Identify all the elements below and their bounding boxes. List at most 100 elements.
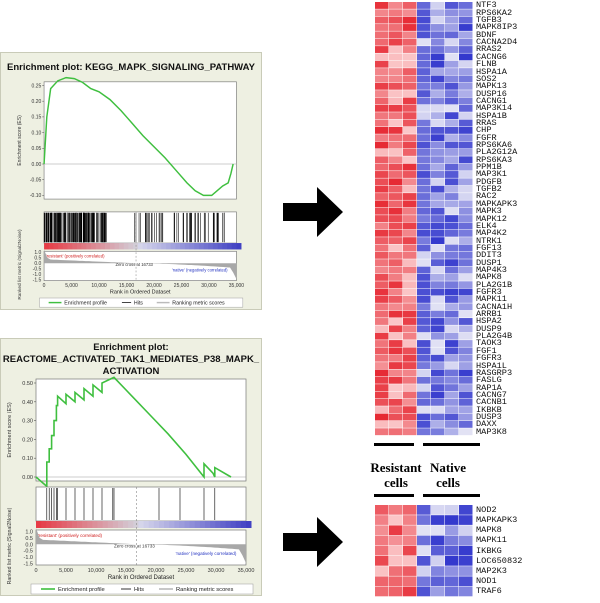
heatmap-cell (389, 420, 403, 428)
heatmap-cell (445, 281, 459, 289)
heatmap-cell (389, 413, 403, 421)
ranking-color-band-segment (184, 243, 190, 250)
heatmap-cell (459, 251, 473, 259)
gene-label: MAPK8 (476, 525, 502, 536)
gene-label: MAPK3 (476, 206, 502, 217)
gene-label: TAOK3 (476, 338, 502, 349)
ranking-color-band-segment (72, 243, 78, 250)
heatmap-cell (431, 586, 445, 597)
heatmap-cell (445, 90, 459, 98)
gene-label: HSPA1A (476, 66, 507, 77)
heatmap-cell (459, 46, 473, 53)
heatmap-cell (459, 332, 473, 340)
ranking-color-band-segment (158, 521, 165, 528)
heatmap-cell (417, 24, 431, 31)
heatmap-cell (431, 244, 445, 252)
gene-label: CACNA2D4 (476, 37, 518, 48)
heatmap-cell (431, 53, 445, 61)
heatmap-cell (417, 566, 431, 576)
heatmap-cell (431, 126, 445, 134)
ranking-color-band-segment (137, 243, 143, 250)
heatmap-cell (375, 112, 389, 120)
gene-label: ELK4 (476, 220, 497, 231)
arrow-right-icon (283, 517, 343, 567)
heatmap-cell (403, 178, 417, 186)
heatmap-cell (431, 545, 445, 556)
heatmap-cell (417, 505, 431, 515)
ranking-color-band-segment (142, 243, 148, 250)
gene-label: MAP4K3 (476, 264, 507, 275)
positive-label: 'resistant' (positively correlated) (38, 533, 103, 538)
heatmap-cell (375, 9, 389, 17)
heatmap-cell (375, 525, 389, 536)
es-axis-label: Enrichment score (ES) (17, 115, 23, 166)
heatmap-cell (459, 31, 473, 39)
heatmap-cell (375, 376, 389, 384)
ranking-color-band-segment (148, 521, 155, 528)
heatmap-cell (445, 149, 459, 156)
heatmap-cell (445, 97, 459, 105)
x-tick-label: 5,000 (59, 568, 73, 574)
heatmap-cell (403, 273, 417, 281)
heatmap-cell (459, 369, 473, 377)
heatmap-cell (445, 398, 459, 406)
heatmap-cell (445, 296, 459, 303)
ranking-color-band-segment (117, 521, 124, 528)
hits-panel (35, 486, 247, 522)
heatmap-cell (459, 207, 473, 215)
ranking-color-band-segment (107, 521, 114, 528)
heatmap-cell (417, 420, 431, 428)
heatmap-cell (417, 97, 431, 105)
heatmap-cell (389, 90, 403, 98)
heatmap-cell (389, 171, 403, 178)
x-tick-label: 10,000 (91, 283, 107, 289)
heatmap-cell (417, 354, 431, 362)
heatmap-cell (417, 406, 431, 414)
heatmap-cell (431, 16, 445, 24)
ranking-color-band-segment (133, 243, 139, 250)
ranking-color-band-segment (48, 243, 54, 250)
heatmap-cell (389, 545, 403, 556)
legend-item: Enrichment profile (64, 300, 107, 306)
heatmap-cell (403, 229, 417, 237)
ranking-color-band-segment (170, 243, 176, 250)
ranking-color-band-segment (220, 521, 226, 528)
heatmap-cell (445, 53, 459, 61)
heatmap-cell (403, 251, 417, 259)
heatmap-cell (417, 266, 431, 274)
ranking-color-band-segment (119, 243, 125, 250)
heatmap-cell (417, 244, 431, 252)
rank-tick-label: 1.0 (25, 529, 33, 535)
rank-tick-label: 1.0 (34, 250, 41, 256)
heatmap-cell (417, 391, 431, 399)
heatmap-cell (403, 68, 417, 75)
plot1-title: Enrichment plot: KEGG_MAPK_SIGNALING_PAT… (7, 62, 255, 73)
heatmap-cell (389, 281, 403, 289)
heatmap-cell (445, 376, 459, 384)
heatmap-cell (375, 566, 389, 576)
heatmap-cell (403, 222, 417, 230)
legend-item: Hits (134, 300, 143, 306)
heatmap-cell (417, 296, 431, 303)
ranking-color-band-segment (97, 521, 103, 528)
ranking-color-band-segment (198, 243, 204, 250)
heatmap-cell (389, 369, 403, 377)
heatmap-cell (417, 413, 431, 421)
heatmap-cell (403, 296, 417, 303)
legend-item: Hits (134, 587, 144, 593)
x-tick-label: 15,000 (118, 568, 135, 574)
heatmap-cell (417, 207, 431, 215)
heatmap-cell (431, 46, 445, 53)
heatmap-cell (375, 75, 389, 83)
heatmap-cell (389, 156, 403, 164)
heatmap-cell (431, 119, 445, 127)
rank-tick-label: 0.0 (25, 542, 33, 548)
heatmap-cell (389, 112, 403, 120)
heatmap-cell (375, 251, 389, 259)
heatmap-cell (375, 340, 389, 347)
gene-label: SOS2 (476, 73, 497, 84)
heatmap-cell (445, 141, 459, 149)
heatmap-cell (431, 362, 445, 369)
heatmap-cell (459, 97, 473, 105)
heatmap-cell (389, 24, 403, 31)
